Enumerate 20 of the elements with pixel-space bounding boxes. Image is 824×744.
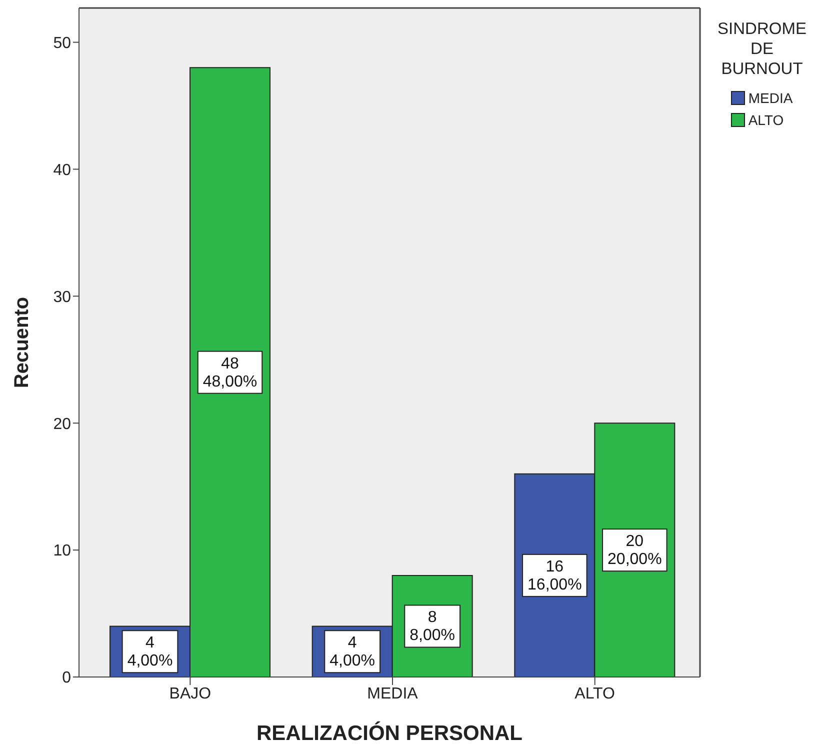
legend-label: ALTO (748, 112, 784, 128)
data-label: 4 4,00% (330, 634, 376, 670)
data-label: 16 16,00% (528, 558, 582, 594)
data-label: 4 4,00% (127, 634, 173, 670)
data-label: 20 20,00% (608, 533, 662, 568)
y-tick-label: 20 (53, 416, 72, 433)
x-tick-label: ALTO (574, 685, 615, 702)
y-tick-label: 0 (62, 670, 72, 687)
legend-label: MEDIA (748, 90, 793, 106)
legend-title: SINDROME DE BURNOUT (718, 20, 806, 78)
data-label: 8 8,00% (410, 609, 456, 644)
y-tick-label: 30 (53, 288, 72, 306)
y-tick-label: 40 (53, 162, 72, 179)
y-tick-label: 50 (53, 34, 72, 52)
data-label: 48 48,00% (202, 355, 258, 390)
y-tick-label: 10 (53, 542, 72, 560)
x-axis-title: REALIZACIÓN PERSONAL (256, 721, 523, 744)
x-tick-label: BAJO (169, 685, 212, 702)
x-tick-label: MEDIA (367, 685, 418, 702)
y-axis-title: Recuento (11, 296, 33, 388)
